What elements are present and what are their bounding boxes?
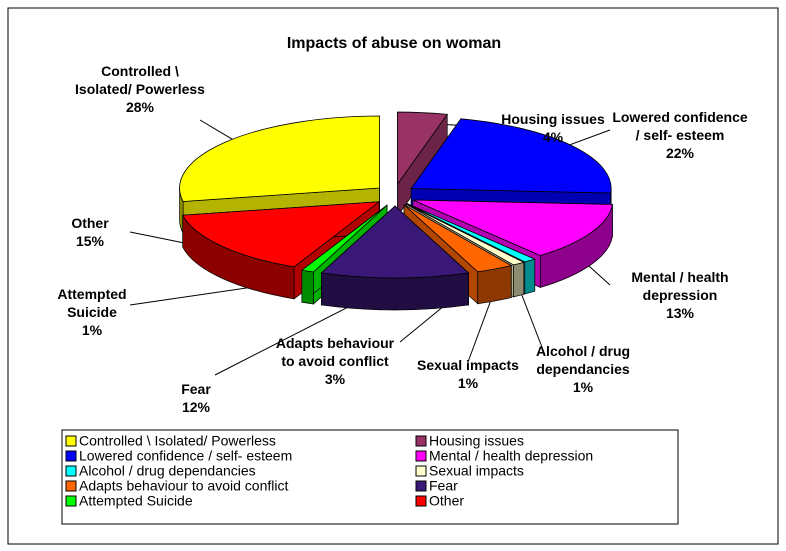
label-value: 28% xyxy=(125,99,155,115)
legend-label: Controlled \ Isolated/ Powerless xyxy=(79,433,276,449)
legend-label: Fear xyxy=(429,478,458,494)
pie-slice xyxy=(320,205,470,279)
data-label: Housing issues 4% xyxy=(498,110,608,146)
data-label: Alcohol / drug dependancies 1% xyxy=(518,342,648,396)
legend-label: Other xyxy=(429,493,464,509)
legend-label: Housing issues xyxy=(429,433,524,449)
legend-swatch xyxy=(415,465,427,477)
legend-label: Attempted Suicide xyxy=(79,493,193,509)
legend-swatch xyxy=(65,465,77,477)
slice-wall xyxy=(524,258,536,295)
legend-label: Sexual impacts xyxy=(429,463,524,479)
pie-slice xyxy=(300,204,388,273)
data-label: Lowered confidence / self- esteem 22% xyxy=(610,108,750,162)
legend-box xyxy=(61,429,679,525)
legend-label: Adapts behaviour to avoid conflict xyxy=(79,478,288,494)
legend-swatch xyxy=(415,480,427,492)
pie-slice xyxy=(410,118,612,194)
label-value: 4% xyxy=(542,129,564,145)
data-label: Mental / health depression 13% xyxy=(610,268,750,322)
label-name: Adapts behaviour to avoid conflict xyxy=(275,335,395,369)
label-name: Sexual impacts xyxy=(417,357,519,373)
data-label: Attempted Suicide 1% xyxy=(42,285,142,339)
slice-wall xyxy=(301,269,314,305)
data-label: Adapts behaviour to avoid conflict 3% xyxy=(270,334,400,388)
pie-slice xyxy=(412,199,613,256)
data-label: Fear 12% xyxy=(166,380,226,416)
slice-wall xyxy=(513,261,525,298)
legend-swatch xyxy=(65,450,77,462)
label-value: 13% xyxy=(665,305,695,321)
label-value: 22% xyxy=(665,145,695,161)
label-value: 1% xyxy=(572,379,594,395)
legend-swatch xyxy=(65,480,77,492)
data-label: Other 15% xyxy=(50,214,130,250)
pie-slice xyxy=(182,201,381,268)
label-value: 1% xyxy=(81,322,103,338)
label-name: Fear xyxy=(181,381,211,397)
legend-swatch xyxy=(65,435,77,447)
legend-swatch xyxy=(415,495,427,507)
pie-slice xyxy=(179,115,380,202)
pie-slice xyxy=(397,111,448,186)
legend-swatch xyxy=(65,495,77,507)
label-value: 15% xyxy=(75,233,105,249)
legend-label: Mental / health depression xyxy=(429,448,593,464)
legend-swatch xyxy=(415,450,427,462)
pie-slice xyxy=(403,204,513,273)
label-value: 1% xyxy=(457,375,479,391)
label-name: Controlled \ Isolated/ Powerless xyxy=(75,63,205,97)
data-label: Controlled \ Isolated/ Powerless 28% xyxy=(75,62,205,116)
label-name: Alcohol / drug dependancies xyxy=(535,343,631,377)
pie-slice xyxy=(407,203,536,263)
pie-slice xyxy=(406,203,525,266)
label-value: 12% xyxy=(181,399,211,415)
legend-swatch xyxy=(415,435,427,447)
data-label: Sexual impacts 1% xyxy=(413,356,523,392)
label-name: Other xyxy=(71,215,109,231)
label-name: Housing issues xyxy=(501,111,605,127)
legend-label: Lowered confidence / self- esteem xyxy=(79,448,292,464)
label-name: Attempted Suicide xyxy=(57,286,127,320)
label-name: Mental / health depression xyxy=(631,269,729,303)
label-name: Lowered confidence / self- esteem xyxy=(612,109,748,143)
chart-title: Impacts of abuse on woman xyxy=(287,35,501,52)
label-value: 3% xyxy=(324,371,346,387)
legend-label: Alcohol / drug dependancies xyxy=(79,463,256,479)
